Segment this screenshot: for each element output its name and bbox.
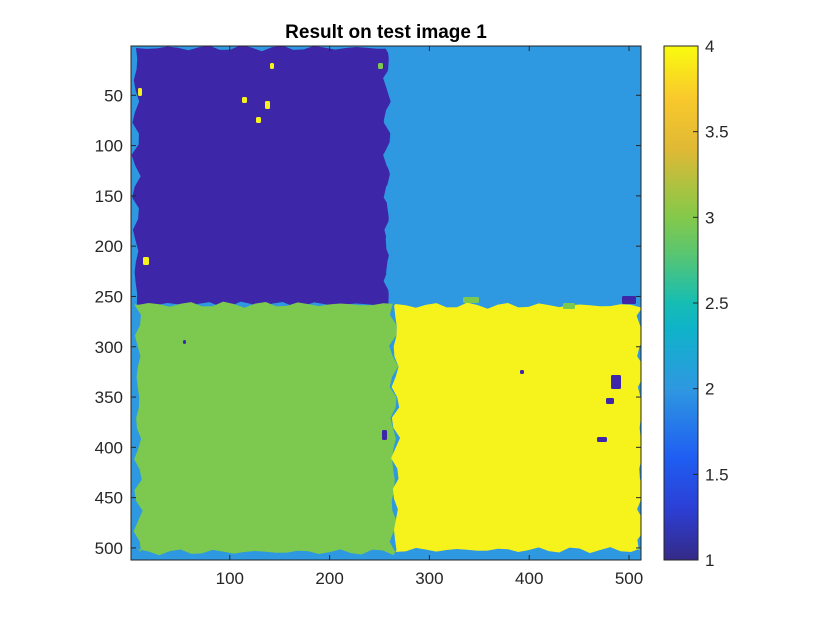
colorbar-tick-label: 3.5 bbox=[705, 123, 729, 142]
noise-speck bbox=[378, 63, 383, 69]
colorbar-gradient bbox=[664, 46, 698, 560]
noise-speck bbox=[242, 97, 247, 103]
noise-speck bbox=[270, 63, 274, 69]
noise-specks bbox=[138, 63, 636, 442]
y-tick-label: 150 bbox=[95, 187, 123, 206]
noise-speck bbox=[143, 257, 149, 265]
y-tick-label: 400 bbox=[95, 438, 123, 457]
noise-speck bbox=[463, 297, 479, 303]
y-tick-label: 450 bbox=[95, 489, 123, 508]
chart-title: Result on test image 1 bbox=[285, 22, 487, 43]
plot-area: 100 200 300 400 500 50 100 150 200 250 300 350 400 4… bbox=[95, 45, 643, 588]
y-tick-label: 100 bbox=[95, 137, 123, 156]
heatmap-image bbox=[131, 46, 641, 560]
noise-speck bbox=[265, 101, 270, 109]
y-axis: 50 100 150 200 250 300 350 400 450 500 bbox=[95, 86, 641, 558]
axes-box bbox=[130, 45, 642, 561]
noise-speck bbox=[256, 117, 261, 123]
x-tick-label: 200 bbox=[315, 569, 343, 588]
colorbar-tick-label: 4 bbox=[705, 37, 714, 56]
class-2-region bbox=[383, 46, 641, 306]
colorbar-tick-label: 2 bbox=[705, 380, 714, 399]
noise-speck bbox=[606, 398, 614, 404]
class-4-region bbox=[391, 302, 641, 554]
noise-speck bbox=[597, 437, 607, 442]
colorbar-tick-label: 1 bbox=[705, 551, 714, 570]
y-tick-label: 250 bbox=[95, 287, 123, 306]
y-tick-label: 50 bbox=[104, 86, 123, 105]
noise-speck bbox=[382, 430, 387, 440]
y-tick-label: 200 bbox=[95, 237, 123, 256]
y-tick-label: 300 bbox=[95, 338, 123, 357]
x-tick-label: 300 bbox=[415, 569, 443, 588]
y-tick-label: 350 bbox=[95, 388, 123, 407]
colorbar-axis: 1 1.5 2 2.5 3 3.5 4 bbox=[693, 37, 729, 570]
noise-speck bbox=[622, 296, 636, 304]
colorbar-tick-label: 2.5 bbox=[705, 294, 729, 313]
x-tick-label: 500 bbox=[615, 569, 643, 588]
noise-speck bbox=[611, 375, 621, 389]
noise-speck bbox=[138, 88, 142, 96]
colorbar-tick-label: 3 bbox=[705, 208, 714, 227]
noise-speck bbox=[520, 370, 524, 374]
noise-speck bbox=[563, 303, 575, 309]
x-tick-label: 100 bbox=[216, 569, 244, 588]
class-1-region bbox=[131, 46, 393, 308]
colorbar: 1 1.5 2 2.5 3 3.5 4 bbox=[663, 37, 729, 570]
x-axis: 100 200 300 400 500 bbox=[216, 46, 643, 588]
noise-speck bbox=[183, 340, 186, 344]
y-tick-label: 500 bbox=[95, 539, 123, 558]
class-3-region bbox=[133, 301, 399, 556]
colorbar-tick-label: 1.5 bbox=[705, 465, 729, 484]
x-tick-label: 400 bbox=[515, 569, 543, 588]
